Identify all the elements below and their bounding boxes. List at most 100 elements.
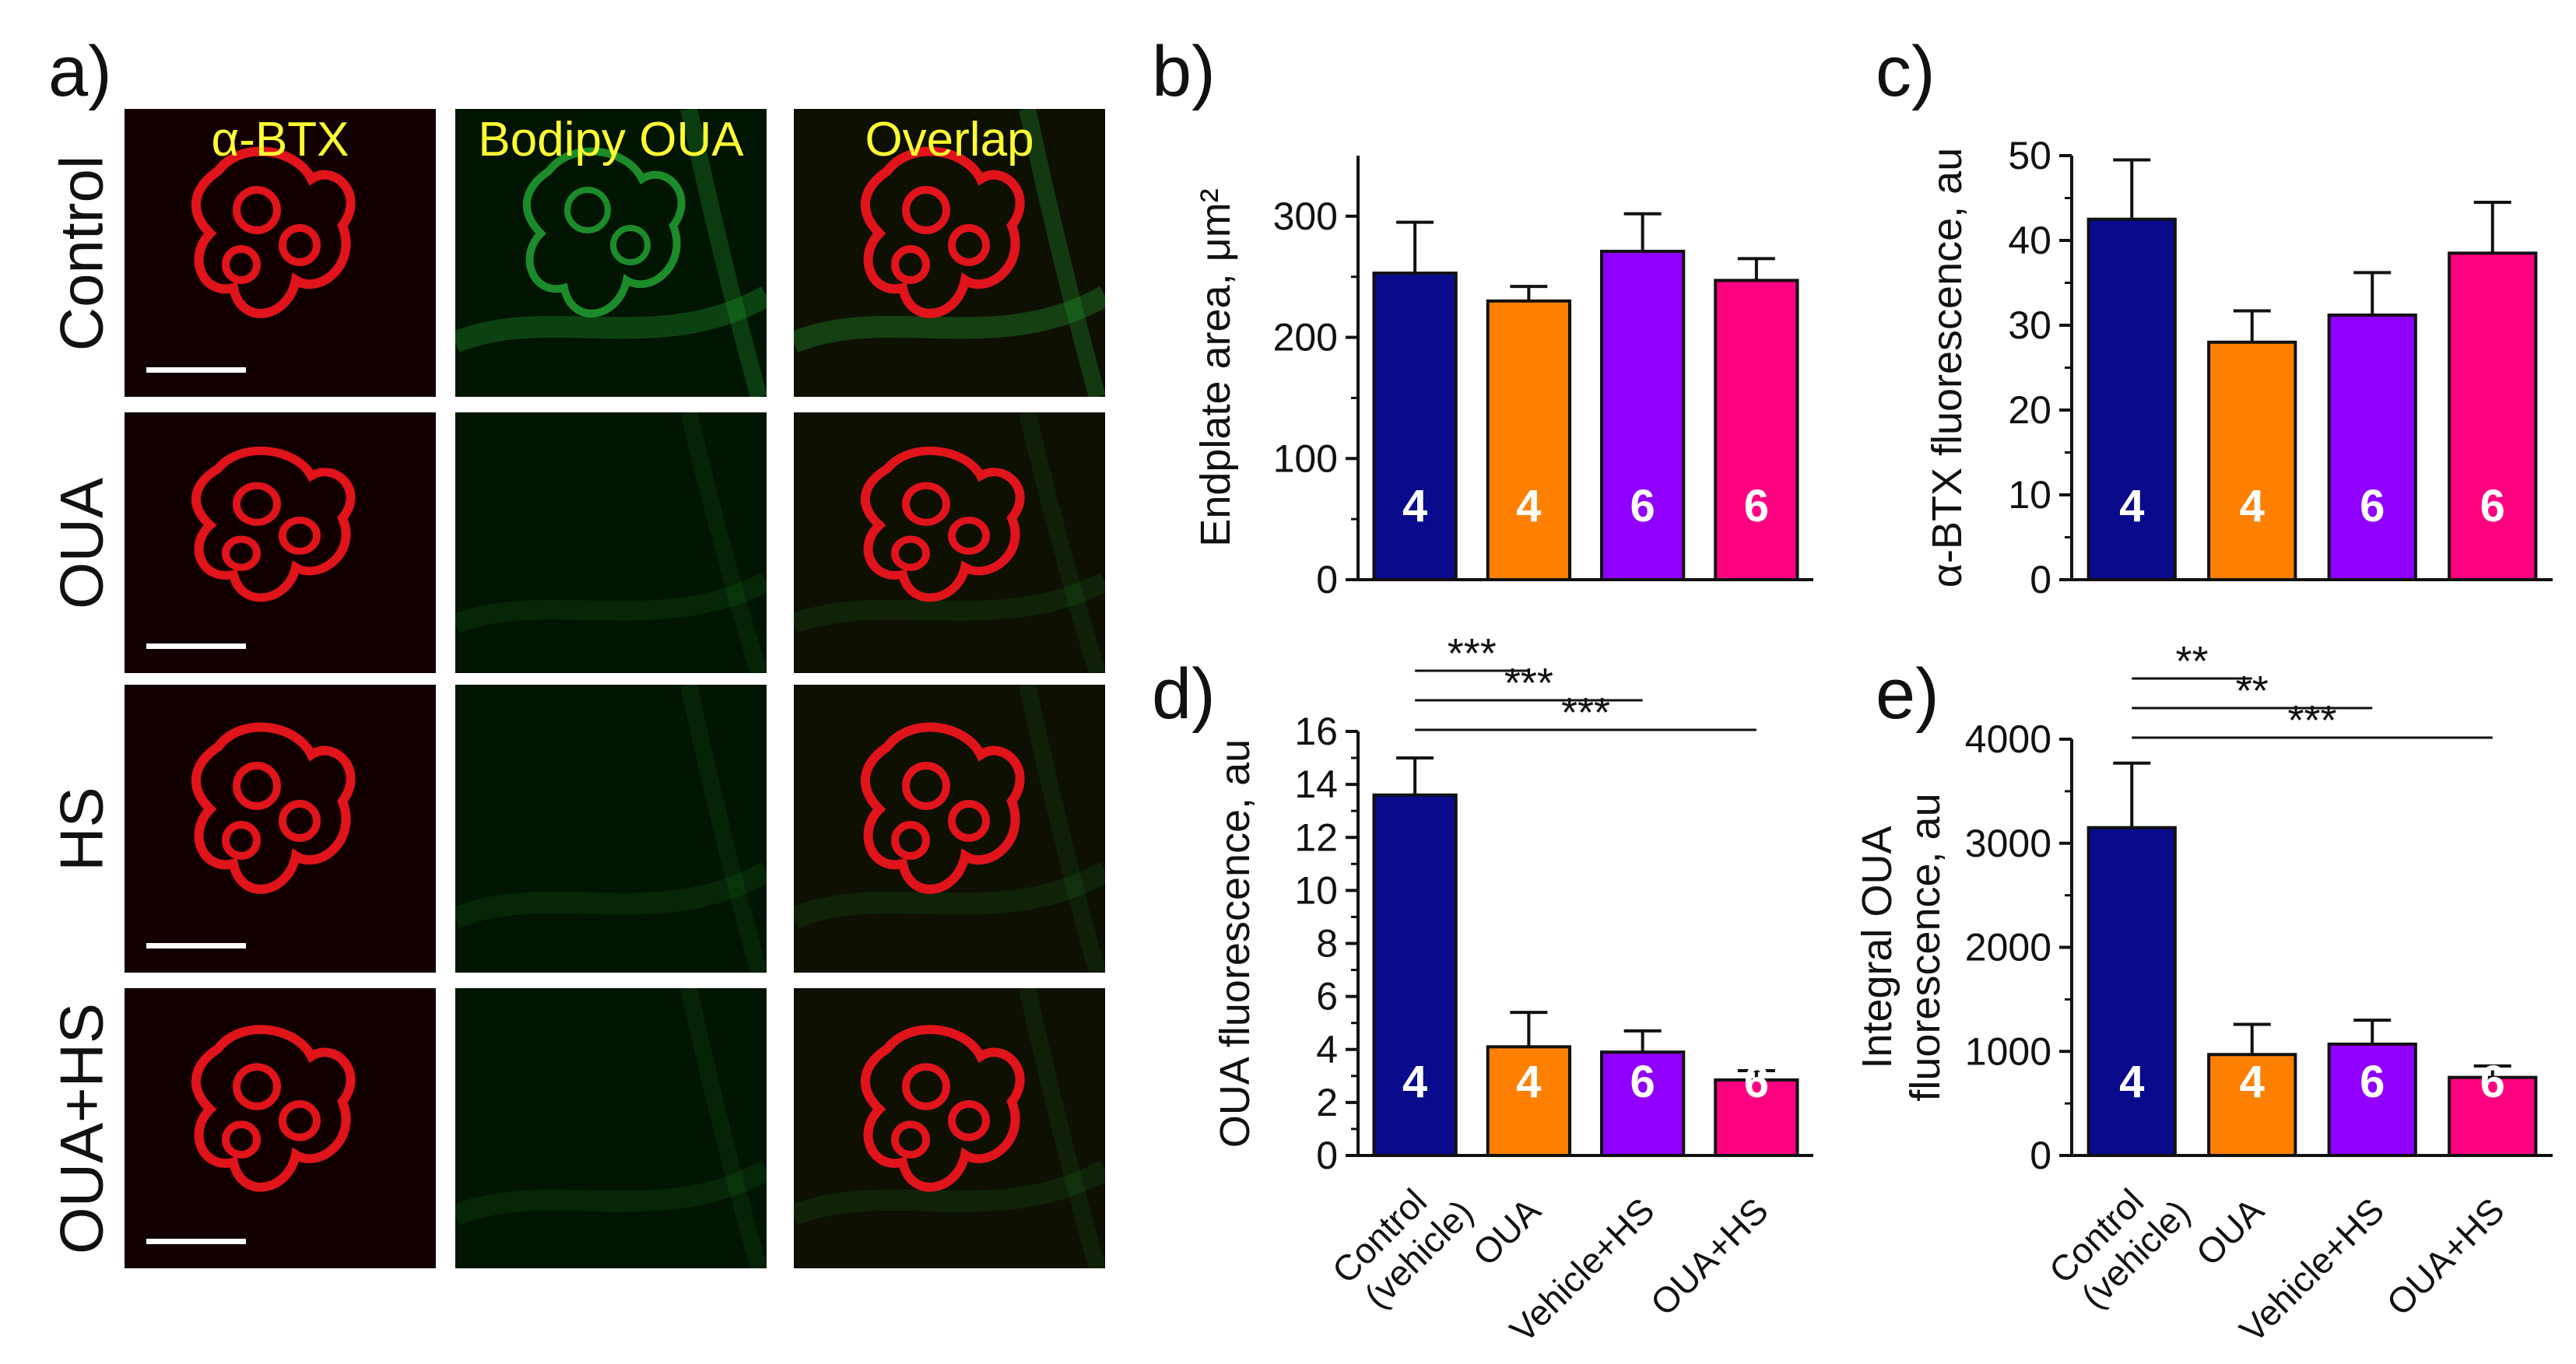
chart-e-n-label: 4 (2119, 1057, 2144, 1107)
panel-b-letter: b) (1152, 32, 1216, 111)
micrograph-0-0 (125, 109, 436, 397)
chart-e-significance-label: *** (2287, 697, 2336, 744)
chart-c-y-tick-label: 10 (2008, 473, 2051, 517)
row-label-2: HS (47, 787, 116, 871)
micrograph-1-1 (455, 412, 767, 673)
chart-e-x-tick-label: Control(vehicle) (2041, 1163, 2198, 1320)
chart-d-y-tick-label: 2 (1316, 1081, 1338, 1124)
column-header-0: α-BTX (211, 113, 349, 167)
chart-e-bar (2207, 1053, 2297, 1157)
chart-e-y-tick-label: 3000 (1965, 822, 2051, 865)
chart-e-n-label: 4 (2240, 1057, 2265, 1107)
chart-d-x-tick-label: OUA+HS (1643, 1190, 1776, 1323)
column-header-1: Bodipy OUA (478, 113, 744, 167)
scale-bar (146, 943, 246, 948)
panel-c-letter: c) (1876, 32, 1936, 111)
micrograph-3-2 (794, 988, 1105, 1268)
chart-e-y-tick-label: 4000 (1965, 717, 2051, 761)
chart-b-n-label: 6 (1630, 481, 1655, 531)
micrograph-0-2 (794, 109, 1105, 397)
chart-e-x-tick-label: OUA (2188, 1190, 2272, 1273)
chart-b-y-tick-label: 100 (1273, 437, 1338, 480)
micrograph-2-1 (455, 685, 767, 973)
chart-d-significance-label: *** (1504, 660, 1553, 707)
chart-d-y-tick-label: 0 (1316, 1134, 1338, 1177)
chart-c-y-tick-label: 0 (2030, 558, 2051, 601)
chart-c-n-label: 6 (2360, 481, 2385, 531)
chart-c-bar (2086, 217, 2177, 581)
micrograph-1-2 (794, 412, 1105, 673)
scale-bar (146, 1239, 246, 1244)
micrograph-2-2 (794, 685, 1105, 973)
chart-b-n-label: 4 (1516, 481, 1541, 531)
chart-d-y-tick-label: 14 (1294, 763, 1338, 806)
chart-b-n-label: 4 (1402, 481, 1427, 531)
chart-e-significance-label: ** (2236, 668, 2269, 714)
chart-d-y-tick-label: 4 (1316, 1028, 1338, 1071)
chart-e-n-label: 6 (2360, 1057, 2385, 1107)
micrograph-panel: α-BTX Bodipy OUA Overlap Control OUA HS OUA+HS (0, 0, 1105, 1364)
chart-b-y-tick-label: 0 (1316, 558, 1338, 601)
chart-c-y-tick-label: 40 (2008, 219, 2051, 262)
chart-e-y-axis-label: Integral OUA (1854, 826, 1900, 1068)
chart-b-bar (1486, 299, 1572, 581)
chart-d-bar (1372, 793, 1458, 1157)
chart-d-bar (1714, 1078, 1799, 1157)
panel-e-letter: e) (1876, 654, 1939, 734)
scale-bar (146, 367, 246, 373)
chart-e-x-tick-label: Vehicle+HS (2231, 1190, 2392, 1350)
chart-c-n-label: 6 (2480, 481, 2505, 531)
row-label-3: OUA+HS (47, 1003, 116, 1254)
chart-b-y-tick-label: 300 (1273, 195, 1338, 238)
chart-b-n-label: 6 (1744, 481, 1769, 531)
micrograph-0-1 (455, 109, 767, 397)
micrograph-3-0 (125, 988, 436, 1268)
chart-d-n-label: 4 (1516, 1057, 1541, 1107)
chart-d-n-label: 6 (1630, 1057, 1655, 1107)
chart-e-y-tick-label: 0 (2030, 1134, 2051, 1177)
chart-c-bar (2327, 313, 2417, 581)
chart-c-y-axis-label: α-BTX fluorescence, au (1924, 148, 1971, 587)
chart-e-x-tick-label: OUA+HS (2378, 1190, 2511, 1323)
chart-e-bar (2448, 1075, 2538, 1157)
chart-b-bar (1372, 272, 1458, 581)
chart-c-y-tick-label: 20 (2008, 388, 2051, 432)
chart-d-x-tick-label: Vehicle+HS (1502, 1190, 1662, 1350)
chart-d-y-tick-label: 12 (1294, 815, 1338, 859)
chart-d-n-label: 6 (1744, 1057, 1769, 1107)
chart-b-y-tick-label: 200 (1273, 316, 1338, 359)
chart-b-bar (1714, 279, 1799, 581)
micrograph-3-1 (455, 988, 767, 1268)
chart-e-y-tick-label: 1000 (1965, 1029, 2051, 1073)
chart-e-bar (2086, 826, 2177, 1157)
chart-d-bar (1599, 1050, 1686, 1157)
chart-c-n-label: 4 (2240, 481, 2265, 531)
chart-b-bar (1599, 250, 1686, 581)
chart-d-significance-label: *** (1448, 630, 1497, 677)
row-label-1: OUA (47, 477, 116, 609)
chart-d-bar (1486, 1045, 1572, 1157)
micrograph-1-0 (125, 412, 436, 673)
chart-c-bar (2207, 340, 2297, 581)
chart-d-significance-label: *** (1561, 689, 1610, 736)
micrograph-2-0 (125, 685, 436, 973)
column-header-2: Overlap (865, 113, 1034, 167)
chart-c-y-tick-label: 50 (2008, 134, 2051, 177)
panel-d-letter: d) (1152, 654, 1216, 734)
chart-c-n-label: 4 (2119, 481, 2144, 531)
chart-e-significance-label: ** (2175, 638, 2208, 685)
chart-d-y-tick-label: 6 (1316, 975, 1338, 1019)
chart-d-y-tick-label: 10 (1294, 868, 1338, 912)
chart-c-bar (2448, 251, 2538, 581)
chart-d-y-axis-label: OUA fluorescence, au (1212, 739, 1258, 1148)
chart-e-n-label: 6 (2480, 1057, 2505, 1107)
chart-e-bar (2327, 1042, 2417, 1157)
chart-d-y-tick-label: 8 (1316, 922, 1338, 966)
chart-e-y-axis-label: fluorescence, au (1902, 793, 1949, 1101)
chart-d-x-tick-label: Control(vehicle) (1325, 1163, 1481, 1320)
chart-c-y-tick-label: 30 (2008, 303, 2051, 347)
scale-bar (146, 643, 246, 649)
chart-e-y-tick-label: 2000 (1965, 926, 2051, 970)
chart-d-n-label: 4 (1402, 1057, 1427, 1107)
chart-b-y-axis-label: Endplate area, μm² (1192, 188, 1239, 546)
